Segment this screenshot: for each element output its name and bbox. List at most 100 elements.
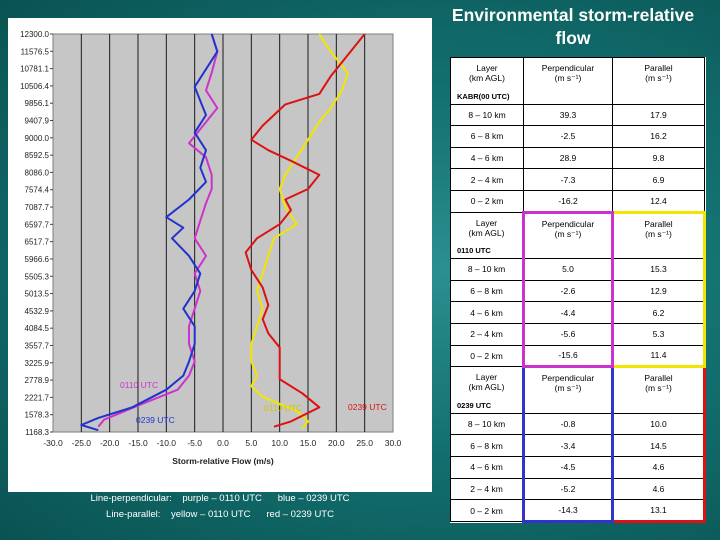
y-tick-label: 7574.4 xyxy=(25,186,50,195)
y-tick-label: 5505.3 xyxy=(25,272,50,281)
series-line-perp-0239 xyxy=(80,33,219,432)
layer-cell: 2 – 4 km xyxy=(450,323,524,346)
layer-cell: 6 – 8 km xyxy=(450,434,524,457)
storm-relative-flow-chart: -30.0 -25.0 -20.0 -15.0 -10.0 -5.0 0.0 5.0 10.0 1… xyxy=(20,30,402,466)
table-row: 4 – 6 km -4.5 4.6 xyxy=(450,456,706,479)
y-tick-label: 10506.4 xyxy=(20,82,49,91)
parallel-cell: 15.3 xyxy=(611,258,706,281)
table-row: 0 – 2 km -16.2 12.4 xyxy=(450,190,705,213)
series-line-para-0239 xyxy=(244,33,366,428)
parallel-cell: 13.1 xyxy=(611,499,706,523)
x-tick-label: 10.0 xyxy=(271,438,288,448)
perpendicular-cell: 28.9 xyxy=(523,146,613,170)
layer-cell: 0 – 2 km xyxy=(450,499,524,522)
y-tick-label: 11576.5 xyxy=(21,47,50,56)
table-row: 6 – 8 km -3.4 14.5 xyxy=(450,434,706,457)
table-row: 2 – 4 km -5.6 5.3 xyxy=(450,323,706,346)
y-tick-label: 2221.7 xyxy=(25,393,50,402)
header-layer: Layer (km AGL) KABR(00 UTC) xyxy=(450,57,524,105)
caption-perpendicular: Line-perpendicular: purple – 0110 UTC bl… xyxy=(90,493,350,504)
y-tick-label: 4084.5 xyxy=(25,324,50,333)
x-axis-label: Storm-relative Flow (m/s) xyxy=(172,456,274,466)
perpendicular-cell: -3.4 xyxy=(522,434,614,457)
parallel-cell: 4.6 xyxy=(611,477,706,501)
x-tick-label: 30.0 xyxy=(385,438,402,448)
y-tick-label: 1168.3 xyxy=(25,428,49,437)
layer-cell: 4 – 6 km xyxy=(450,456,524,479)
series-annotation: 0239 UTC xyxy=(348,402,387,412)
period-label: 0110 UTC xyxy=(457,246,491,256)
slide-title: Environmental storm-relative flow xyxy=(451,5,695,48)
layer-cell: 4 – 6 km xyxy=(450,146,524,170)
perpendicular-cell: -2.6 xyxy=(522,279,614,303)
y-tick-label: 10781.1 xyxy=(20,65,49,74)
perpendicular-cell: -5.2 xyxy=(522,477,614,501)
table-row: 8 – 10 km 5.0 15.3 xyxy=(450,258,706,281)
series-line-perp-0110 xyxy=(97,33,219,428)
table-row: 2 – 4 km -7.3 6.9 xyxy=(450,168,705,191)
perpendicular-cell: -5.6 xyxy=(522,323,614,346)
layer-cell: 2 – 4 km xyxy=(450,168,524,191)
parallel-cell: 6.9 xyxy=(612,168,705,191)
y-tick-label: 5013.5 xyxy=(25,290,50,299)
caption-parallel: Line-parallel: yellow – 0110 UTC red – 0… xyxy=(106,509,334,520)
table-row: 4 – 6 km 28.9 9.8 xyxy=(450,146,705,170)
table-row: 8 – 10 km 39.3 17.9 xyxy=(450,103,705,127)
series-annotation: 0239 UTC xyxy=(136,415,175,425)
header-perpendicular: Perpendicular (m s⁻¹) xyxy=(523,57,613,105)
y-tick-label: 3225.9 xyxy=(25,359,50,368)
parallel-cell: 14.5 xyxy=(611,434,706,457)
parallel-cell: 10.0 xyxy=(611,412,706,436)
perpendicular-cell: -16.2 xyxy=(523,190,613,213)
table-row: 0 – 2 km -15.6 11.4 xyxy=(450,344,706,369)
parallel-cell: 11.4 xyxy=(611,344,706,369)
table-row: 4 – 6 km -4.4 6.2 xyxy=(450,301,706,324)
table-row: 2 – 4 km -5.2 4.6 xyxy=(450,477,706,501)
perpendicular-cell: 5.0 xyxy=(522,258,614,281)
perpendicular-cell: -0.8 xyxy=(522,412,614,436)
table-row: 6 – 8 km -2.6 12.9 xyxy=(450,279,706,303)
x-tick-label: 20.0 xyxy=(328,438,345,448)
x-tick-label: -20.0 xyxy=(100,438,120,448)
parallel-cell: 12.9 xyxy=(611,279,706,303)
y-tick-label: 5966.6 xyxy=(25,255,50,264)
header-perpendicular: Perpendicular (m s⁻¹) xyxy=(522,365,614,414)
parallel-cell: 4.6 xyxy=(611,456,706,479)
x-tick-label: -25.0 xyxy=(72,438,92,448)
header-parallel: Parallel (m s⁻¹) xyxy=(611,210,706,260)
y-tick-label: 8592.5 xyxy=(25,151,50,160)
y-tick-label: 9856.1 xyxy=(25,99,50,108)
layer-cell: 6 – 8 km xyxy=(450,125,524,148)
layer-cell: 6 – 8 km xyxy=(450,279,524,303)
series-line-para-0110 xyxy=(250,33,349,430)
series-annotation: 0110 UTC xyxy=(120,380,158,390)
parallel-cell: 5.3 xyxy=(611,323,706,346)
storm-relative-flow-table: Layer (km AGL) KABR(00 UTC) Perpendicular (m… xyxy=(450,57,706,523)
perpendicular-cell: -14.3 xyxy=(522,499,614,523)
perpendicular-cell: -15.6 xyxy=(522,344,614,369)
layer-cell: 0 – 2 km xyxy=(450,344,524,368)
y-tick-label: 9407.9 xyxy=(25,117,50,126)
y-tick-label: 6517.7 xyxy=(25,238,50,247)
y-tick-label: 2778.9 xyxy=(25,376,50,385)
y-tick-label: 3557.7 xyxy=(25,341,50,350)
x-tick-label: 0.0 xyxy=(217,438,229,448)
series-annotation: 0110 UTC xyxy=(264,403,302,413)
layer-cell: 0 – 2 km xyxy=(450,190,524,213)
period-label: 0239 UTC xyxy=(457,400,492,410)
x-tick-label: -30.0 xyxy=(43,438,63,448)
perpendicular-cell: -4.5 xyxy=(522,456,614,479)
table-header-row: Layer (km AGL) 0239 UTC Perpendicular (m s⁻¹… xyxy=(450,365,706,414)
header-parallel: Parallel (m s⁻¹) xyxy=(612,57,705,105)
layer-cell: 8 – 10 km xyxy=(450,258,524,281)
perpendicular-cell: -7.3 xyxy=(523,168,613,191)
table-row: 6 – 8 km -2.5 16.2 xyxy=(450,125,705,148)
table-row: 8 – 10 km -0.8 10.0 xyxy=(450,412,706,436)
parallel-cell: 17.9 xyxy=(612,103,705,127)
x-tick-label: -10.0 xyxy=(157,438,177,448)
period-label: KABR(00 UTC) xyxy=(457,91,510,101)
header-layer: Layer (km AGL) 0110 UTC xyxy=(450,211,524,260)
y-tick-label: 1578.3 xyxy=(25,411,50,420)
layer-cell: 8 – 10 km xyxy=(450,412,524,436)
perpendicular-cell: -4.4 xyxy=(522,301,614,324)
